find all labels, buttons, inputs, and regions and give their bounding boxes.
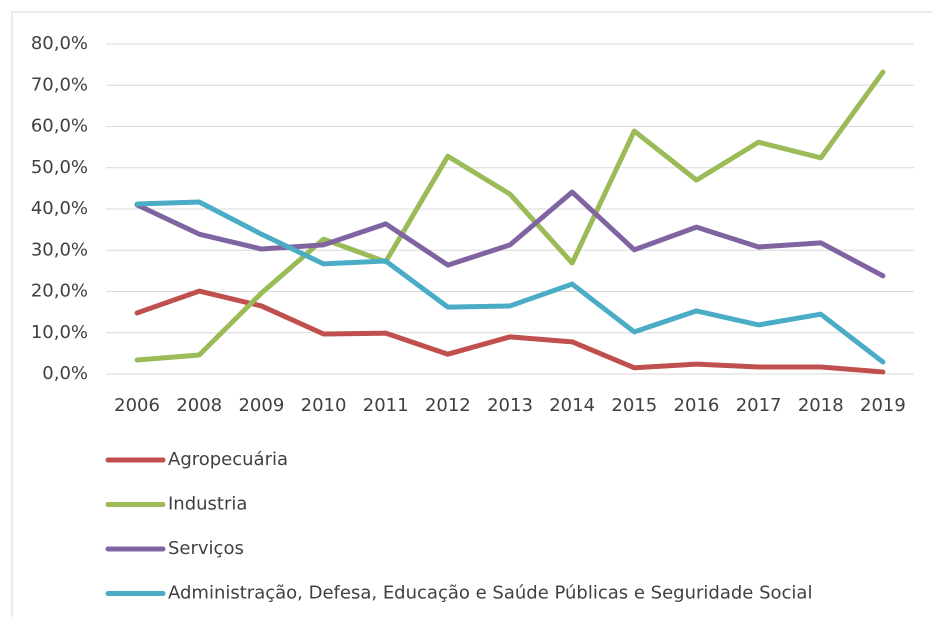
legend-label: Serviços: [168, 538, 244, 559]
y-tick-label: 10,0%: [31, 322, 88, 343]
x-tick-label: 2016: [674, 395, 720, 416]
x-tick-label: 2019: [860, 395, 906, 416]
x-tick-label: 2013: [487, 395, 533, 416]
series-line: [134, 288, 886, 375]
series-line: [134, 199, 886, 365]
y-tick-label: 30,0%: [31, 239, 88, 260]
y-tick-label: 80,0%: [31, 33, 88, 54]
y-tick-label: 20,0%: [31, 281, 88, 302]
y-tick-label: 70,0%: [31, 74, 88, 95]
x-tick-label: 2009: [238, 395, 284, 416]
legend-label: Administração, Defesa, Educação e Saúde …: [168, 583, 812, 604]
series-line: [134, 69, 886, 363]
x-tick-label: 2010: [301, 395, 347, 416]
y-tick-label: 50,0%: [31, 157, 88, 178]
x-tick-label: 2012: [425, 395, 471, 416]
x-tick-label: 2014: [549, 395, 595, 416]
y-tick-label: 60,0%: [31, 116, 88, 137]
frame: [11, 11, 932, 617]
series-line: [134, 189, 886, 279]
legend-label: Agropecuária: [168, 449, 288, 470]
x-tick-label: 2015: [611, 395, 657, 416]
x-tick-label: 2006: [114, 395, 160, 416]
x-tick-label: 2018: [798, 395, 844, 416]
x-tick-label: 2011: [363, 395, 409, 416]
y-tick-label: 0,0%: [42, 363, 88, 384]
legend-label: Industria: [168, 494, 247, 515]
x-tick-label: 2008: [176, 395, 222, 416]
x-tick-label: 2017: [736, 395, 782, 416]
y-tick-label: 40,0%: [31, 198, 88, 219]
